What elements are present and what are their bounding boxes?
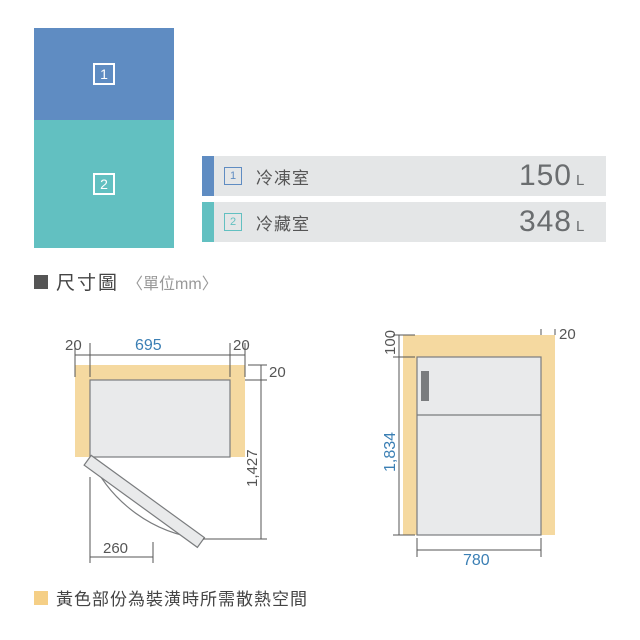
spec-row-freezer: 1 冷凍室 150 L: [202, 156, 606, 196]
row-label: 冷藏室: [252, 210, 482, 235]
svg-text:260: 260: [103, 540, 128, 557]
footnote-square-icon: [34, 591, 48, 605]
footnote: 黃色部份為裝潢時所需散熱空間: [34, 585, 606, 610]
svg-text:1,834: 1,834: [382, 432, 399, 472]
row-accent: [202, 156, 214, 196]
header-square-icon: [34, 275, 48, 289]
compartment-freezer: 1: [34, 28, 174, 120]
door-swing: [84, 455, 204, 547]
compartment-number-box: 1: [93, 63, 115, 85]
dim-width: 780: [417, 538, 541, 567]
top-view-diagram: 20 695 20 20 1,427: [45, 317, 315, 567]
svg-text:20: 20: [233, 337, 250, 354]
diagrams-row: 20 695 20 20 1,427: [34, 309, 606, 581]
compartment-number-box: 2: [93, 173, 115, 195]
spec-row-fridge: 2 冷藏室 348 L: [202, 202, 606, 242]
compartment-fridge: 2: [34, 120, 174, 248]
compartment-stack: 1 2: [34, 28, 174, 248]
row-number-box: 2: [224, 213, 242, 231]
row-unit: L: [572, 164, 596, 189]
capacity-section: 1 2 1 冷凍室 150 L 2 冷藏室 348 L: [34, 28, 606, 248]
row-accent: [202, 202, 214, 242]
header-unit: 〈單位mm〉: [127, 270, 218, 294]
svg-text:100: 100: [382, 330, 399, 355]
dimensions-header: 尺寸圖 〈單位mm〉: [34, 268, 606, 295]
svg-text:20: 20: [559, 326, 576, 343]
row-unit: L: [572, 210, 596, 235]
fridge-body-top: [90, 380, 230, 457]
door-handle: [421, 371, 429, 401]
svg-text:780: 780: [463, 552, 490, 567]
fridge-body-front: [417, 357, 541, 535]
row-number-box: 1: [224, 167, 242, 185]
header-title: 尺寸圖: [56, 268, 119, 295]
footnote-text: 黃色部份為裝潢時所需散熱空間: [56, 585, 308, 610]
row-label: 冷凍室: [252, 164, 482, 189]
row-value: 150: [482, 159, 572, 193]
spec-table: 1 冷凍室 150 L 2 冷藏室 348 L: [202, 156, 606, 248]
row-value: 348: [482, 205, 572, 239]
svg-text:20: 20: [269, 364, 286, 381]
dim-right-gap: 20: [248, 364, 286, 381]
svg-text:20: 20: [65, 337, 82, 354]
front-view-diagram: 100 1,834 780 20: [345, 317, 595, 567]
svg-text:695: 695: [135, 337, 162, 354]
svg-text:1,427: 1,427: [244, 449, 261, 487]
